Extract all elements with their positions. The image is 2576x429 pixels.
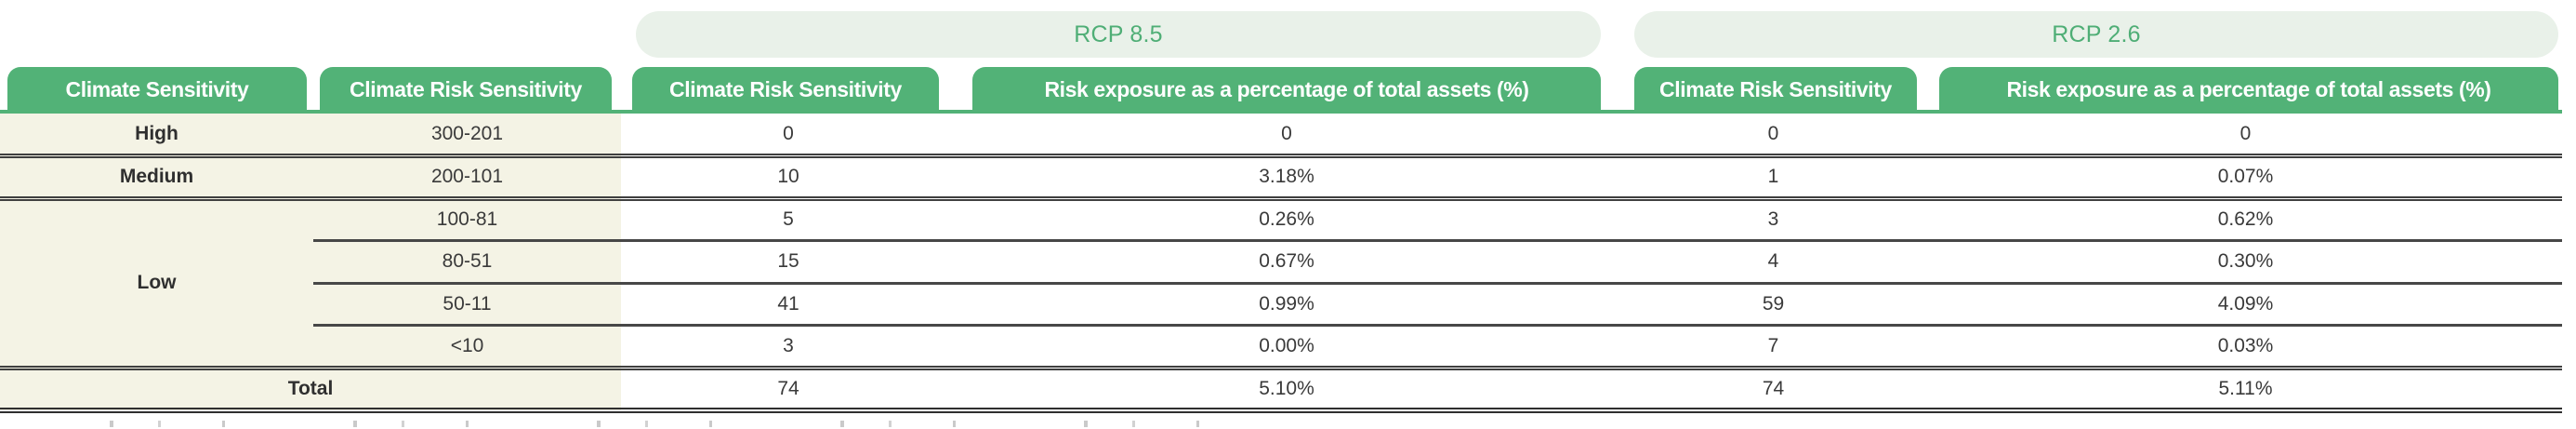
rcp85-exposure-cell: 0.00% — [956, 324, 1618, 368]
rcp26-count-cell: 0 — [1767, 122, 1779, 144]
rcp26-exposure-cell: 0.07% — [1929, 154, 2562, 198]
rcp85-exposure-cell: 3.18% — [956, 154, 1618, 198]
range-cell: 50-11 — [313, 281, 621, 326]
rcp85-count-cell: 5 — [621, 195, 956, 241]
range-cell: <10 — [313, 324, 621, 368]
range-cell: 80-51 — [313, 239, 621, 283]
range-cell: 200-101 — [313, 154, 621, 198]
column-header-climate-risk-sensitivity: Climate Risk Sensitivity — [320, 67, 612, 112]
column-header-climate-sensitivity: Climate Sensitivity — [7, 67, 307, 112]
total-label: Total — [0, 365, 621, 413]
rcp85-count-cell: 10 — [621, 154, 956, 198]
rcp26-count-cell: 59 — [1618, 281, 1929, 326]
rcp26-exposure-cell: 0.30% — [1929, 239, 2562, 283]
rcp85-count-cell: 0 — [783, 122, 794, 144]
column-header-label: Climate Risk Sensitivity — [350, 76, 582, 101]
column-header-rcp26-exposure: Risk exposure as a percentage of total a… — [1939, 67, 2558, 112]
column-header-rcp26-risk-sensitivity: Climate Risk Sensitivity — [1634, 67, 1917, 112]
rcp26-exposure-cell: 4.09% — [1929, 281, 2562, 326]
column-header-rcp85-risk-sensitivity: Climate Risk Sensitivity — [632, 67, 939, 112]
column-header-label: Risk exposure as a percentage of total a… — [1044, 76, 1529, 101]
table-row-low-50-11: 50-11 41 0.99% 59 4.09% — [0, 281, 2562, 326]
rcp26-count-cell: 3 — [1618, 195, 1929, 241]
column-header-label: Climate Risk Sensitivity — [1659, 76, 1892, 101]
table-row-low-under10: <10 3 0.00% 7 0.03% — [0, 324, 2562, 368]
rcp85-exposure-cell: 0.99% — [956, 281, 1618, 326]
range-cell: 300-201 — [313, 114, 621, 156]
rcp26-exposure-cell: 0.03% — [1929, 324, 2562, 368]
group-header-rcp26: RCP 2.6 — [1634, 11, 2558, 58]
column-header-label: Climate Risk Sensitivity — [669, 76, 902, 101]
group-header-rcp26-label: RCP 2.6 — [2052, 20, 2141, 47]
table-row-total: Total 74 5.10% 74 5.11% — [0, 365, 2562, 413]
rcp85-count-cell: 3 — [621, 324, 956, 368]
rcp26-count-cell: 1 — [1618, 154, 1929, 198]
row-label: Medium — [0, 154, 313, 198]
rcp26-count-total-cell: 74 — [1618, 365, 1929, 413]
table-row-low-100-81: Low 100-81 5 0.26% 3 0.62% — [0, 195, 2562, 368]
group-header-rcp85-label: RCP 8.5 — [1074, 20, 1163, 47]
column-header-rcp85-exposure: Risk exposure as a percentage of total a… — [972, 67, 1601, 112]
group-header-rcp85: RCP 8.5 — [636, 11, 1601, 58]
rcp85-count-cell: 41 — [621, 281, 956, 326]
rcp26-count-cell: 4 — [1618, 239, 1929, 283]
rcp26-exposure-cell: 0.62% — [1929, 195, 2562, 241]
rcp85-count-total-cell: 74 — [621, 365, 956, 413]
rcp26-exposure-total-cell: 5.11% — [1929, 365, 2562, 413]
header-baseline-rule — [0, 110, 2562, 114]
table-row-low-80-51: 80-51 15 0.67% 4 0.30% — [0, 239, 2562, 283]
column-header-label: Risk exposure as a percentage of total a… — [2006, 76, 2491, 101]
column-header-label: Climate Sensitivity — [65, 76, 249, 101]
table-row-medium: Medium 200-101 10 3.18% 1 0.07% — [0, 154, 2562, 198]
rcp26-exposure-cell: 0 — [2239, 122, 2252, 144]
rcp85-exposure-cell: 0.26% — [956, 195, 1618, 241]
table-row-high: High 300-201 0 0 0 0 — [0, 114, 2562, 156]
data-table: High 300-201 0 0 0 0 Medium 200-101 10 3… — [0, 114, 2562, 413]
rcp85-count-cell: 15 — [621, 239, 956, 283]
cutoff-text-fragment — [32, 421, 1231, 427]
rcp85-exposure-cell: 0 — [1281, 122, 1292, 144]
row-label: High — [0, 114, 313, 156]
rcp85-exposure-cell: 0.67% — [956, 239, 1618, 283]
row-label: Low — [0, 195, 313, 368]
rcp85-exposure-total-cell: 5.10% — [956, 365, 1618, 413]
range-cell: 100-81 — [313, 195, 621, 241]
rcp26-count-cell: 7 — [1618, 324, 1929, 368]
